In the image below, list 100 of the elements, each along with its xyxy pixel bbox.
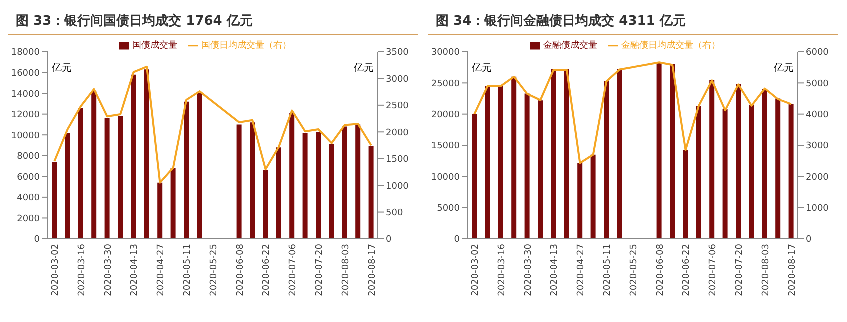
x-tick-label: 2020-06-22 — [682, 244, 692, 296]
bar — [250, 122, 255, 239]
x-tick-label: 2020-07-20 — [314, 244, 325, 296]
bar — [524, 94, 530, 239]
bar — [604, 81, 609, 239]
bar — [498, 86, 504, 239]
y2-tick-label: 2000 — [806, 172, 830, 183]
bar — [538, 100, 543, 239]
y-tick-label: 16000 — [11, 68, 40, 79]
bar — [316, 132, 321, 239]
y-tick-label: 2000 — [17, 214, 40, 224]
x-tick-label: 2020-04-13 — [550, 244, 560, 296]
bar — [776, 98, 781, 239]
x-tick-label: 2020-04-27 — [156, 244, 167, 296]
x-tick-label: 2020-03-02 — [470, 244, 481, 296]
y-tick-label: 5000 — [437, 204, 460, 214]
x-tick-label: 2020-03-30 — [104, 244, 114, 296]
y-tick-label: 12000 — [11, 110, 40, 121]
bar — [617, 69, 622, 239]
bar — [290, 113, 295, 239]
x-tick-label: 2020-06-22 — [262, 244, 272, 296]
x-tick-label: 2020-08-17 — [788, 244, 798, 296]
y-tick-label: 10000 — [431, 172, 460, 183]
y-tick-label: 8000 — [17, 152, 40, 162]
bar — [472, 114, 477, 239]
bar — [302, 133, 308, 239]
legend-label: 金融债日均成交量（右） — [622, 41, 720, 51]
bar — [564, 69, 570, 239]
chart-title: 图 34：银行间金融债日均成交 4311 亿元 — [428, 8, 838, 35]
y2-axis-title: 亿元 — [774, 62, 794, 75]
bar — [788, 104, 794, 239]
bar — [762, 89, 768, 239]
bar — [92, 91, 97, 239]
bar — [65, 133, 70, 239]
y2-tick-label: 1000 — [386, 182, 410, 192]
x-tick-label: 2020-07-06 — [288, 244, 299, 296]
x-tick-label: 2020-07-20 — [734, 244, 745, 296]
bar — [118, 116, 123, 239]
bar — [263, 170, 268, 239]
y2-tick-label: 6000 — [806, 48, 830, 58]
bar — [78, 108, 84, 239]
y-tick-label: 20000 — [431, 110, 460, 121]
x-tick-label: 2020-03-16 — [77, 244, 88, 296]
bar — [342, 126, 348, 239]
x-tick-label: 2020-05-25 — [629, 244, 640, 296]
bar — [670, 64, 675, 239]
legend-label: 国债日均成交量（右） — [202, 41, 292, 51]
y-tick-label: 25000 — [431, 79, 460, 90]
bar — [551, 69, 556, 239]
bar — [656, 62, 662, 239]
y-axis-title: 亿元 — [52, 62, 72, 75]
bar — [276, 148, 282, 239]
y2-tick-label: 1000 — [806, 204, 830, 214]
bar — [696, 106, 702, 239]
bar — [356, 124, 361, 239]
legend-label: 金融债成交量 — [544, 41, 598, 51]
x-tick-label: 2020-03-30 — [524, 244, 534, 296]
y2-tick-label: 5000 — [806, 79, 830, 90]
x-tick-label: 2020-06-08 — [236, 244, 246, 296]
bar — [710, 80, 715, 239]
y-tick-label: 14000 — [11, 90, 40, 100]
bar — [329, 144, 334, 239]
y-tick-label: 0 — [454, 235, 460, 246]
x-tick-label: 2020-05-25 — [209, 244, 220, 296]
y-tick-label: 4000 — [17, 194, 40, 204]
x-tick-label: 2020-05-11 — [182, 244, 193, 296]
y-tick-label: 0 — [34, 235, 40, 246]
x-tick-label: 2020-04-13 — [130, 244, 140, 296]
bar — [170, 168, 176, 239]
y2-tick-label: 0 — [386, 235, 392, 246]
y2-tick-label: 3500 — [386, 48, 410, 58]
x-tick-label: 2020-08-03 — [761, 244, 772, 296]
x-tick-label: 2020-08-03 — [341, 244, 352, 296]
y2-tick-label: 0 — [806, 235, 812, 246]
y-axis-title: 亿元 — [472, 62, 492, 75]
y-tick-label: 18000 — [11, 48, 40, 58]
bar — [722, 109, 728, 239]
y2-tick-label: 2000 — [386, 128, 410, 138]
bar — [683, 150, 688, 239]
y2-tick-label: 1500 — [386, 155, 410, 166]
bar — [512, 76, 517, 239]
x-tick-label: 2020-03-02 — [50, 244, 61, 296]
y2-tick-label: 500 — [386, 208, 404, 218]
bar — [197, 94, 202, 239]
bar — [368, 146, 374, 239]
x-tick-label: 2020-04-27 — [576, 244, 587, 296]
y2-tick-label: 3000 — [806, 142, 830, 152]
bar — [736, 84, 741, 239]
bar — [485, 86, 490, 239]
y2-axis-title: 亿元 — [354, 62, 374, 75]
line-series — [474, 62, 792, 164]
bar — [158, 182, 163, 239]
bar — [590, 154, 596, 239]
x-tick-label: 2020-06-08 — [656, 244, 666, 296]
chart-title: 图 33：银行间国债日均成交 1764 亿元 — [8, 8, 418, 35]
y2-tick-label: 4000 — [806, 110, 830, 121]
legend-label: 国债成交量 — [132, 41, 178, 51]
x-tick-label: 2020-07-06 — [708, 244, 719, 296]
bar — [52, 162, 57, 239]
x-tick-label: 2020-05-11 — [602, 244, 613, 296]
